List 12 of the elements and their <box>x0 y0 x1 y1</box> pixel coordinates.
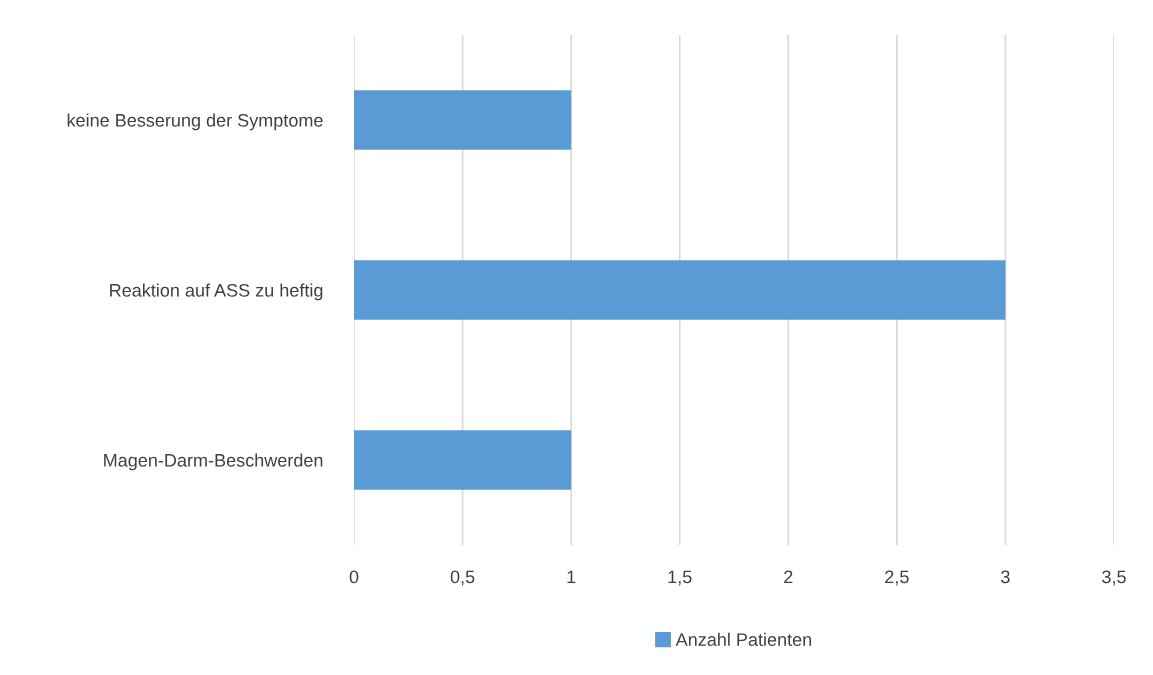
y-tick-label: keine Besserung der Symptome <box>67 113 323 131</box>
x-tick-label: 1 <box>567 570 576 584</box>
y-tick-label: Magen-Darm-Beschwerden <box>104 453 323 471</box>
x-tick-label: 2,5 <box>885 570 909 586</box>
x-tick-label: 3 <box>1001 570 1010 584</box>
x-tick-label: 3,5 <box>1102 570 1126 586</box>
legend-label: Anzahl Patienten <box>675 632 812 647</box>
x-tick-label: 0 <box>349 570 359 584</box>
y-tick-label: Reaktion auf ASS zu heftig <box>110 283 323 301</box>
x-tick-label: 2 <box>784 570 793 584</box>
x-tick-label: 0,5 <box>450 570 475 586</box>
x-tick-label: 1,5 <box>668 570 692 586</box>
